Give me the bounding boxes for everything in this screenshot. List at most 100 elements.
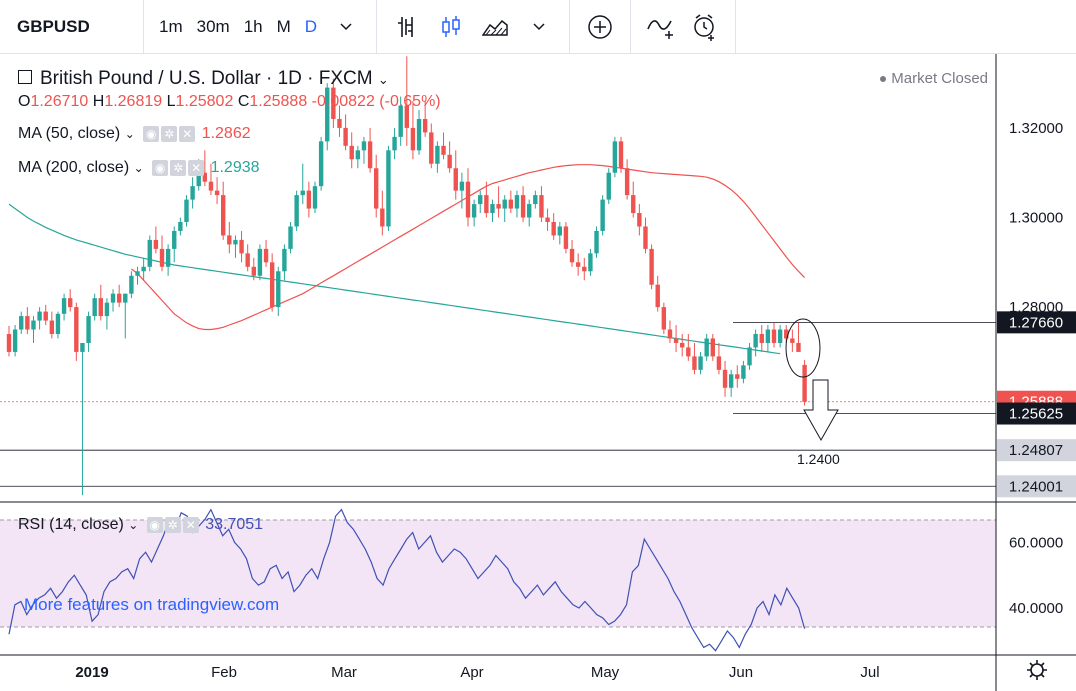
candle-body: [478, 195, 483, 205]
candle-body: [184, 199, 189, 222]
add-compare-icon[interactable]: [586, 13, 614, 41]
candle-body: [771, 329, 777, 343]
candle-body: [582, 266, 587, 272]
candle-body: [435, 145, 440, 164]
candle-body: [80, 342, 85, 352]
candle-body: [165, 248, 171, 267]
candle-body: [649, 248, 654, 285]
rsi-controls: ◉ ✲ ✕: [146, 516, 201, 534]
candle-body: [239, 239, 244, 254]
interval-1h[interactable]: 1h: [243, 16, 263, 36]
eye-icon[interactable]: ◉: [152, 160, 169, 176]
candle-body: [533, 195, 538, 205]
candle-body: [19, 316, 24, 330]
candle-body: [123, 293, 128, 303]
gear-icon[interactable]: ✲: [161, 126, 178, 142]
interval-d[interactable]: D: [304, 16, 318, 36]
candles-icon[interactable]: [437, 13, 465, 41]
candle-body: [484, 195, 489, 214]
ohlc-change: -0.00822 (-0.65%): [311, 93, 441, 110]
candle-body: [92, 298, 97, 317]
ma200-legend[interactable]: MA (200, close) ⌄ ◉ ✲ ✕ 1.2938: [18, 159, 260, 177]
candle-body: [349, 145, 354, 160]
candle-body: [802, 364, 807, 402]
eye-icon[interactable]: ◉: [143, 126, 160, 142]
interval-1m[interactable]: 1m: [159, 16, 183, 36]
tradingview-watermark[interactable]: More features on tradingview.com: [24, 595, 280, 614]
indicators-icon[interactable]: [647, 13, 675, 41]
candle-body: [539, 195, 544, 218]
chevron-down-icon[interactable]: ⌄: [124, 127, 135, 142]
candle-body: [465, 181, 471, 218]
candle-body: [269, 262, 275, 308]
close-icon[interactable]: ✕: [188, 160, 205, 176]
candle-body: [37, 311, 42, 321]
candle-body: [392, 136, 397, 151]
candle-body: [600, 199, 605, 231]
candle-body: [135, 271, 140, 276]
price-level-tag: [997, 311, 1076, 334]
candle-body: [343, 127, 348, 146]
candle-body: [716, 356, 722, 370]
gear-icon[interactable]: ✲: [170, 160, 187, 176]
chevron-down-icon[interactable]: ⌄: [377, 72, 389, 87]
close-icon[interactable]: ✕: [182, 517, 199, 533]
candle-body: [318, 141, 324, 187]
close-icon[interactable]: ✕: [179, 126, 196, 142]
candle-body: [98, 298, 103, 317]
time-tick-label: Mar: [331, 664, 357, 681]
candle-body: [429, 132, 434, 164]
ma50-legend[interactable]: MA (50, close) ⌄ ◉ ✲ ✕ 1.2862: [18, 125, 251, 143]
gear-icon[interactable]: [1027, 660, 1047, 680]
chevron-down-icon[interactable]: [332, 13, 360, 41]
symbol-search[interactable]: GBPUSD: [17, 16, 90, 36]
ma50-label: MA (50, close): [18, 125, 121, 143]
chevron-down-icon[interactable]: ⌄: [128, 518, 139, 533]
price-level-tag: [997, 475, 1076, 498]
chevron-down-icon[interactable]: ⌄: [133, 161, 144, 176]
time-tick-label: Apr: [460, 664, 483, 681]
candle-body: [282, 248, 287, 272]
top-toolbar: GBPUSD 1m 30m 1h M D: [0, 0, 1076, 54]
rsi-legend[interactable]: RSI (14, close) ⌄ ◉ ✲ ✕ 33.7051: [18, 516, 263, 534]
time-tick-label: 2019: [75, 664, 108, 681]
area-chart-icon[interactable]: [481, 13, 509, 41]
candle-body: [594, 230, 599, 254]
candle-body: [331, 87, 336, 119]
rsi-band: [0, 520, 996, 627]
candle-body: [55, 313, 61, 334]
candle-body: [190, 186, 195, 200]
ohlc-low-label: L: [166, 93, 176, 110]
candle-body: [514, 195, 520, 209]
toolbar-divider: [630, 0, 632, 53]
ma200-label: MA (200, close): [18, 159, 130, 177]
collapse-icon[interactable]: [18, 69, 32, 84]
rsi-series: 60.0000 40.0000: [8, 508, 1063, 652]
candle-body: [496, 204, 501, 209]
candle-body: [710, 338, 715, 357]
interval-m[interactable]: M: [276, 16, 291, 36]
rsi-tick-label: 40.0000: [1009, 600, 1063, 617]
price-level-label: 1.27660: [1009, 314, 1063, 331]
rsi-line: [8, 508, 806, 652]
bar-chart-icon[interactable]: [393, 13, 421, 41]
chevron-down-icon[interactable]: [525, 13, 553, 41]
alert-icon[interactable]: [691, 13, 719, 41]
gear-icon[interactable]: ✲: [164, 517, 181, 533]
eye-icon[interactable]: ◉: [146, 517, 163, 533]
rsi-tick-label: 60.0000: [1009, 534, 1063, 551]
interval-30m[interactable]: 30m: [196, 16, 230, 36]
candle-body: [643, 226, 648, 249]
candle-body: [410, 127, 416, 151]
candle-body: [227, 235, 232, 245]
time-tick-label: May: [591, 664, 620, 681]
candle-body: [6, 334, 12, 352]
candle-body: [251, 266, 256, 276]
ohlc-row: O1.26710 H1.26819 L1.25802 C1.25888 -0.0…: [18, 93, 441, 111]
candle-body: [129, 275, 134, 294]
candle-body: [588, 253, 593, 272]
rsi-value: 33.7051: [205, 516, 264, 534]
candle-body: [361, 141, 367, 151]
candle-body: [686, 347, 691, 357]
